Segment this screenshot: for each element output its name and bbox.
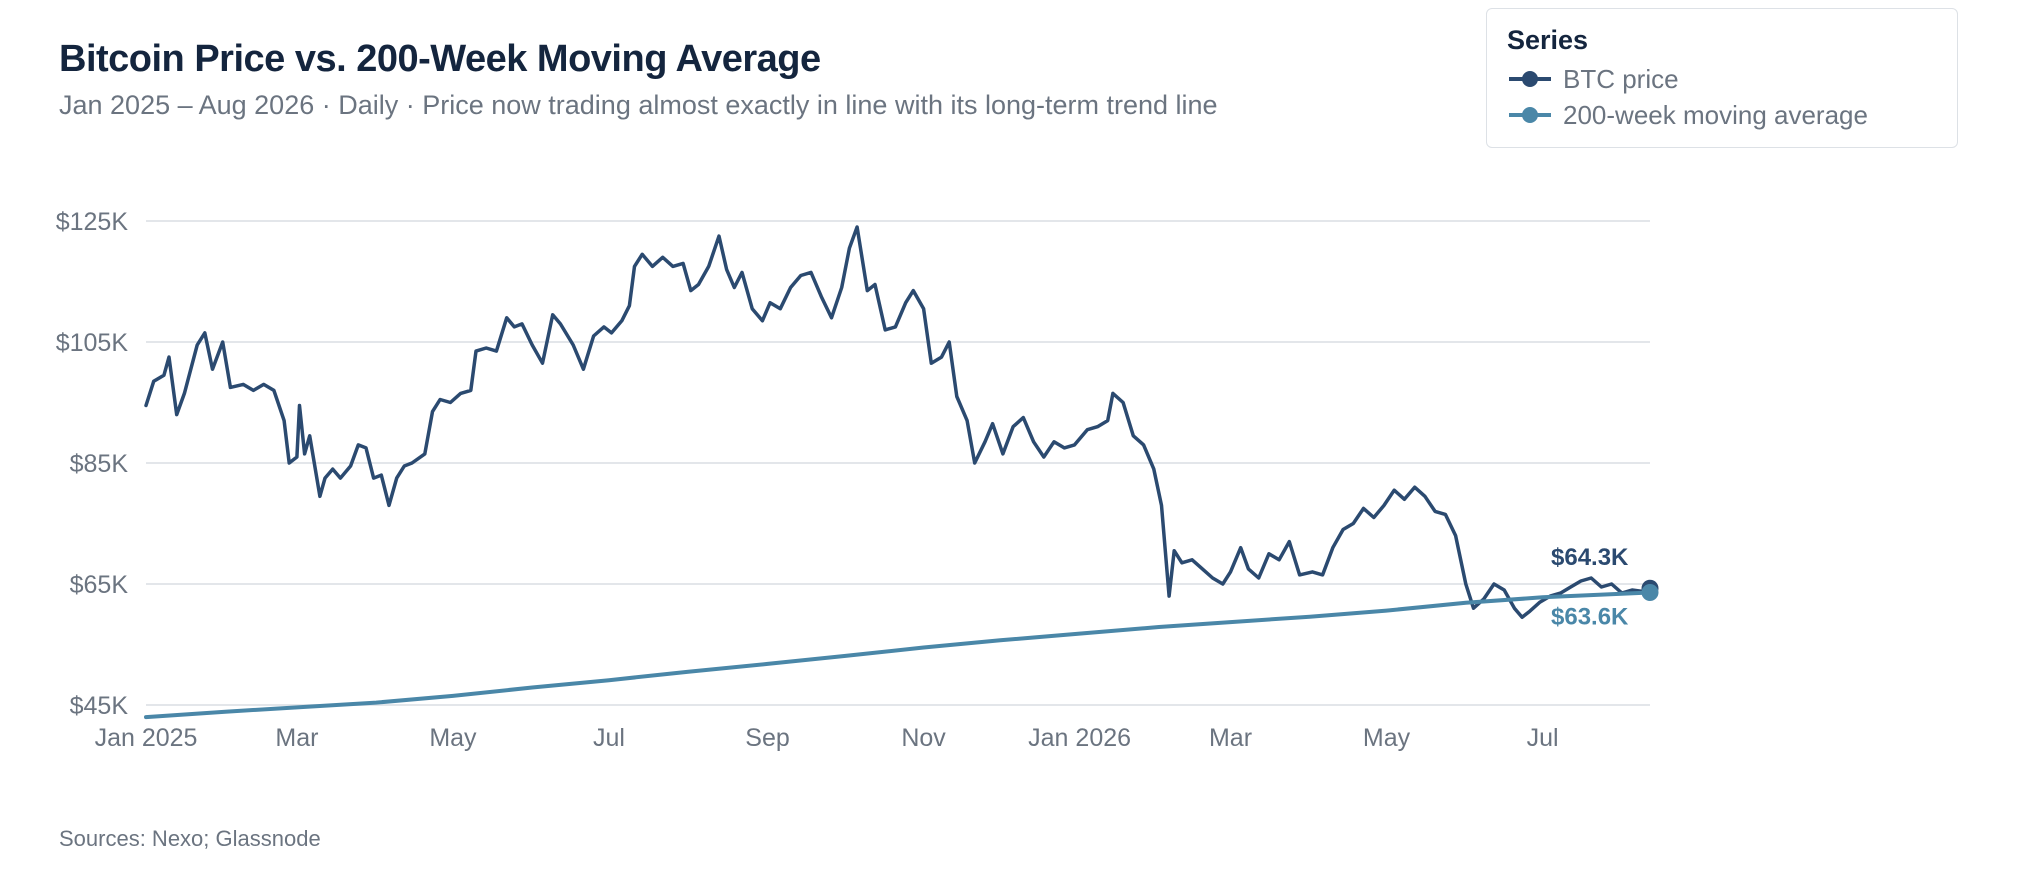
series-line-moving-average <box>144 590 1652 720</box>
end-label-moving-average: $63.6K <box>1551 603 1629 630</box>
source-note: Sources: Nexo; Glassnode <box>59 826 321 851</box>
x-tick-label-3: Jul <box>593 724 625 752</box>
y-tick-label-0: $125K <box>56 208 129 236</box>
chart-title: Bitcoin Price vs. 200-Week Moving Averag… <box>59 38 821 80</box>
x-tick-label-2: May <box>429 724 477 752</box>
x-tick-label-4: Sep <box>745 724 789 752</box>
y-tick-label-3: $65K <box>70 571 129 599</box>
y-tick-label-2: $85K <box>70 450 129 478</box>
end-point-moving-average <box>1641 583 1659 601</box>
end-label-btc-price: $64.3K <box>1551 544 1629 571</box>
y-tick-label-1: $105K <box>56 329 129 357</box>
legend-item-moving-average: 200-week moving average <box>1507 98 1868 132</box>
x-tick-label-6: Jan 2026 <box>1028 724 1131 752</box>
x-tick-label-0: Jan 2025 <box>95 724 198 752</box>
x-tick-label-5: Nov <box>901 724 946 752</box>
x-tick-label-9: Jul <box>1527 724 1559 752</box>
y-tick-label-4: $45K <box>70 692 129 720</box>
legend-swatch-moving-average <box>1509 107 1551 123</box>
legend: Series BTC price 200-week moving average <box>1486 8 1958 148</box>
legend-title: Series <box>1507 25 1589 55</box>
series-line-btc-price <box>144 225 1652 620</box>
chart-subtitle: Jan 2025 – Aug 2026 · Daily · Price now … <box>59 90 1218 120</box>
x-tick-label-1: Mar <box>275 724 318 752</box>
x-tick-label-8: May <box>1363 724 1411 752</box>
legend-swatch-btc-price <box>1509 71 1551 87</box>
x-tick-label-7: Mar <box>1209 724 1252 752</box>
legend-label-btc-price: BTC price <box>1563 63 1679 94</box>
legend-item-btc-price: BTC price <box>1507 62 1679 96</box>
legend-label-moving-average: 200-week moving average <box>1563 99 1868 130</box>
